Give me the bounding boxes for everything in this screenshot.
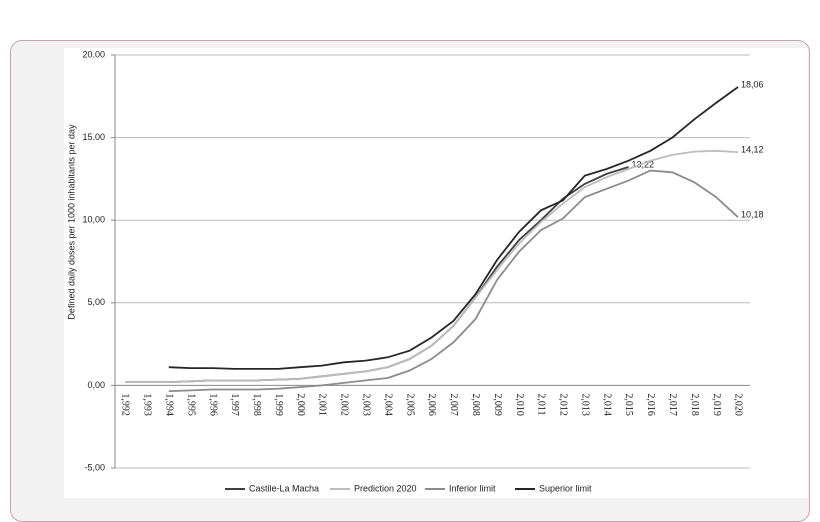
x-tick-label: 1,992 [120, 393, 131, 416]
y-tick-label: 5,00 [87, 297, 105, 307]
legend-label: Castile-La Macha [249, 483, 319, 493]
x-tick-label: 2,008 [470, 393, 481, 416]
x-tick-label: 1,994 [163, 393, 174, 416]
y-tick-label: 0,00 [87, 380, 105, 390]
x-tick-label: 2,012 [558, 393, 569, 416]
x-tick-label: 1,996 [207, 393, 218, 416]
x-tick-label: 2,017 [667, 393, 678, 416]
x-tick-label: 1,997 [229, 393, 240, 416]
legend-label: Superior limit [539, 483, 592, 493]
y-tick-label: -5,00 [84, 462, 105, 472]
x-tick-label: 1,999 [273, 393, 284, 416]
y-tick-label: 20.00 [82, 49, 105, 59]
x-tick-label: 2,011 [536, 393, 547, 415]
x-tick-label: 2,014 [601, 393, 612, 416]
y-tick-label: 15.00 [82, 132, 105, 142]
x-tick-label: 2,013 [579, 393, 590, 416]
x-tick-label: 2,003 [361, 393, 372, 416]
x-tick-label: 2,006 [426, 393, 437, 416]
x-tick-label: 2,000 [295, 393, 306, 416]
series-line [125, 149, 739, 383]
x-tick-label: 2,002 [339, 393, 350, 416]
x-tick-label: 2,007 [448, 393, 459, 416]
x-tick-label: 1,993 [142, 393, 153, 416]
x-tick-label: 2,009 [492, 393, 503, 416]
value-label: 14,12 [741, 145, 764, 155]
x-tick-label: 1,998 [251, 393, 262, 416]
x-tick-label: 2,010 [514, 393, 525, 416]
legend-label: Prediction 2020 [354, 483, 417, 493]
x-tick-label: 2,015 [623, 393, 634, 416]
x-tick-label: 1,995 [185, 393, 196, 416]
x-tick-label: 2,019 [711, 393, 722, 416]
y-axis-label: Defined daily doses per 1000 inhabitants… [66, 124, 76, 320]
x-tick-label: 2,005 [404, 393, 415, 416]
x-tick-label: 2,018 [689, 393, 700, 416]
x-tick-label: 2,004 [382, 393, 393, 416]
plot-background [64, 48, 808, 498]
x-tick-label: 2,001 [317, 393, 328, 416]
value-label: 10,18 [741, 210, 764, 220]
x-tick-label: 2,016 [645, 393, 656, 416]
series-line [168, 86, 739, 370]
y-tick-label: 10,00 [82, 215, 105, 225]
value-label: 18,06 [741, 79, 764, 89]
legend-label: Inferior limit [449, 483, 496, 493]
series-line [168, 169, 739, 393]
x-tick-label: 2,020 [733, 393, 744, 416]
